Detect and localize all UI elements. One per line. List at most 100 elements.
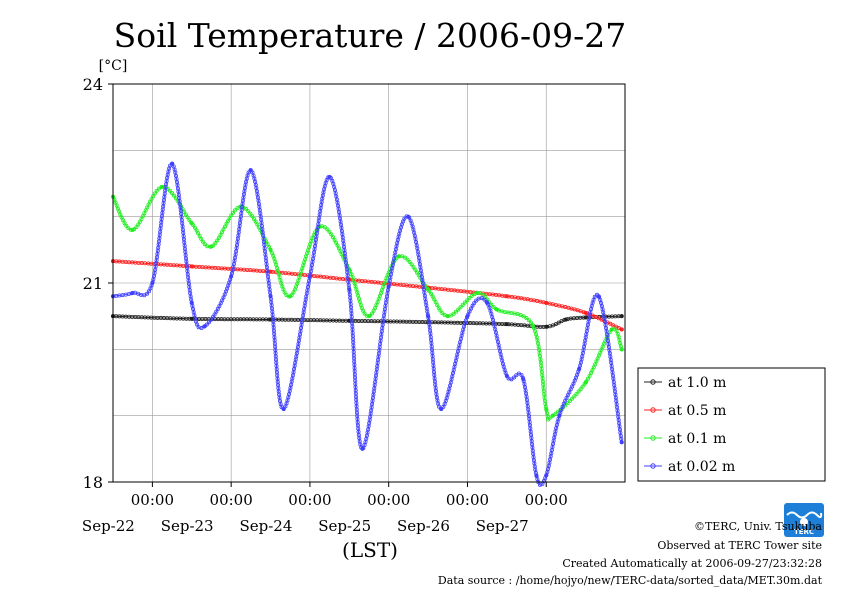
data-value-point [360,446,365,451]
data-value-point [475,290,480,296]
data-value-point [406,214,411,219]
x-axis-label: (LST) [342,538,398,562]
legend-label: at 0.5 m [668,403,726,419]
data-point [329,232,334,237]
data-point [212,312,217,317]
data-value-point [396,254,401,259]
series-at-0-02-m [110,161,624,487]
data-point [405,257,410,262]
data-point [440,311,445,316]
data-value-point [426,314,431,319]
data-point [574,391,579,396]
legend-marker [650,463,656,469]
data-value-point [544,300,549,305]
data-point [565,401,570,406]
y-unit-label: [°C] [99,58,128,74]
data-point [325,227,330,232]
x-tick-date-label: Sep-23 [161,517,214,535]
footer-copyright: ©TERC, Univ. Tsukuba [694,520,822,533]
legend-item: at 0.5 m [644,403,726,419]
y-tick-label: 21 [83,274,103,293]
terc-logo: TERC [784,503,824,537]
data-value-point [281,406,286,412]
data-point [512,375,517,380]
data-point [231,210,236,215]
series-line [112,315,622,328]
data-point [215,238,220,243]
data-point [462,300,467,305]
data-value-point [170,161,175,166]
x-tick-date-label: Sep-25 [318,517,371,535]
data-point [514,373,519,378]
data-value-point [504,373,509,378]
data-value-point [544,406,549,412]
data-point [252,216,257,221]
data-point [458,305,463,310]
data-value-point [583,310,588,315]
data-point [572,394,577,399]
data-point [576,389,581,394]
data-point [362,311,367,316]
data-point [528,320,533,325]
data-value-point [504,294,509,299]
data-point [167,188,172,193]
footer-created: Created Automatically at 2006-09-27/23:3… [562,557,822,570]
data-value-point [504,322,509,327]
data-point [409,262,414,267]
data-point [207,320,212,325]
data-point [451,311,456,316]
data-value-point [550,413,555,418]
data-point [470,303,475,308]
data-point [570,396,575,401]
data-point [567,398,572,403]
data-point [546,417,551,422]
x-tick-date-label: Sep-27 [476,517,529,535]
legend-marker [650,379,656,385]
data-value-point [583,380,588,385]
data-point [403,255,408,260]
data-value-point [189,300,194,305]
x-tick-date-label: Sep-24 [239,517,292,535]
data-point [509,377,514,382]
data-point [592,294,597,299]
data-point [213,241,218,246]
x-tick-date-label: Sep-22 [82,517,135,535]
data-value-point [534,473,539,478]
legend-label: at 1.0 m [668,375,726,391]
data-value-point [465,314,470,319]
data-value-point [544,473,549,478]
logo-drop [800,518,808,526]
data-value-point [426,287,431,292]
x-tick-time-label: 00:00 [210,491,253,509]
data-point [151,194,156,199]
data-value-point [268,294,273,299]
legend-label: at 0.1 m [668,431,726,447]
data-value-point [268,247,273,252]
data-point [456,307,461,312]
data-point [481,292,486,297]
legend: at 1.0 m at 0.5 m at 0.1 m at 0.02 m [637,367,826,482]
data-point [327,229,332,234]
data-point [233,208,238,213]
data-point [243,207,248,212]
legend-marker [650,407,656,413]
series-at-0-1-m [110,184,624,422]
data-value-point [485,300,490,305]
x-axis-ticks: 00:00 Sep-22 00:00 Sep-23 00:00 Sep-24 00:00 Se… [82,482,568,535]
data-point [553,411,558,416]
data-point [246,209,251,214]
data-value-point [577,367,582,372]
data-point [182,209,187,214]
data-value-point [544,324,549,329]
series-layer [110,161,624,487]
data-value-point [619,314,624,319]
data-point [414,270,419,275]
data-point [246,170,251,175]
data-value-point [445,314,450,319]
data-value-point [583,315,588,320]
data-value-point [494,307,500,312]
data-value-point [619,440,624,445]
data-value-point [130,290,135,296]
data-value-point [596,294,601,299]
data-point [465,298,470,303]
